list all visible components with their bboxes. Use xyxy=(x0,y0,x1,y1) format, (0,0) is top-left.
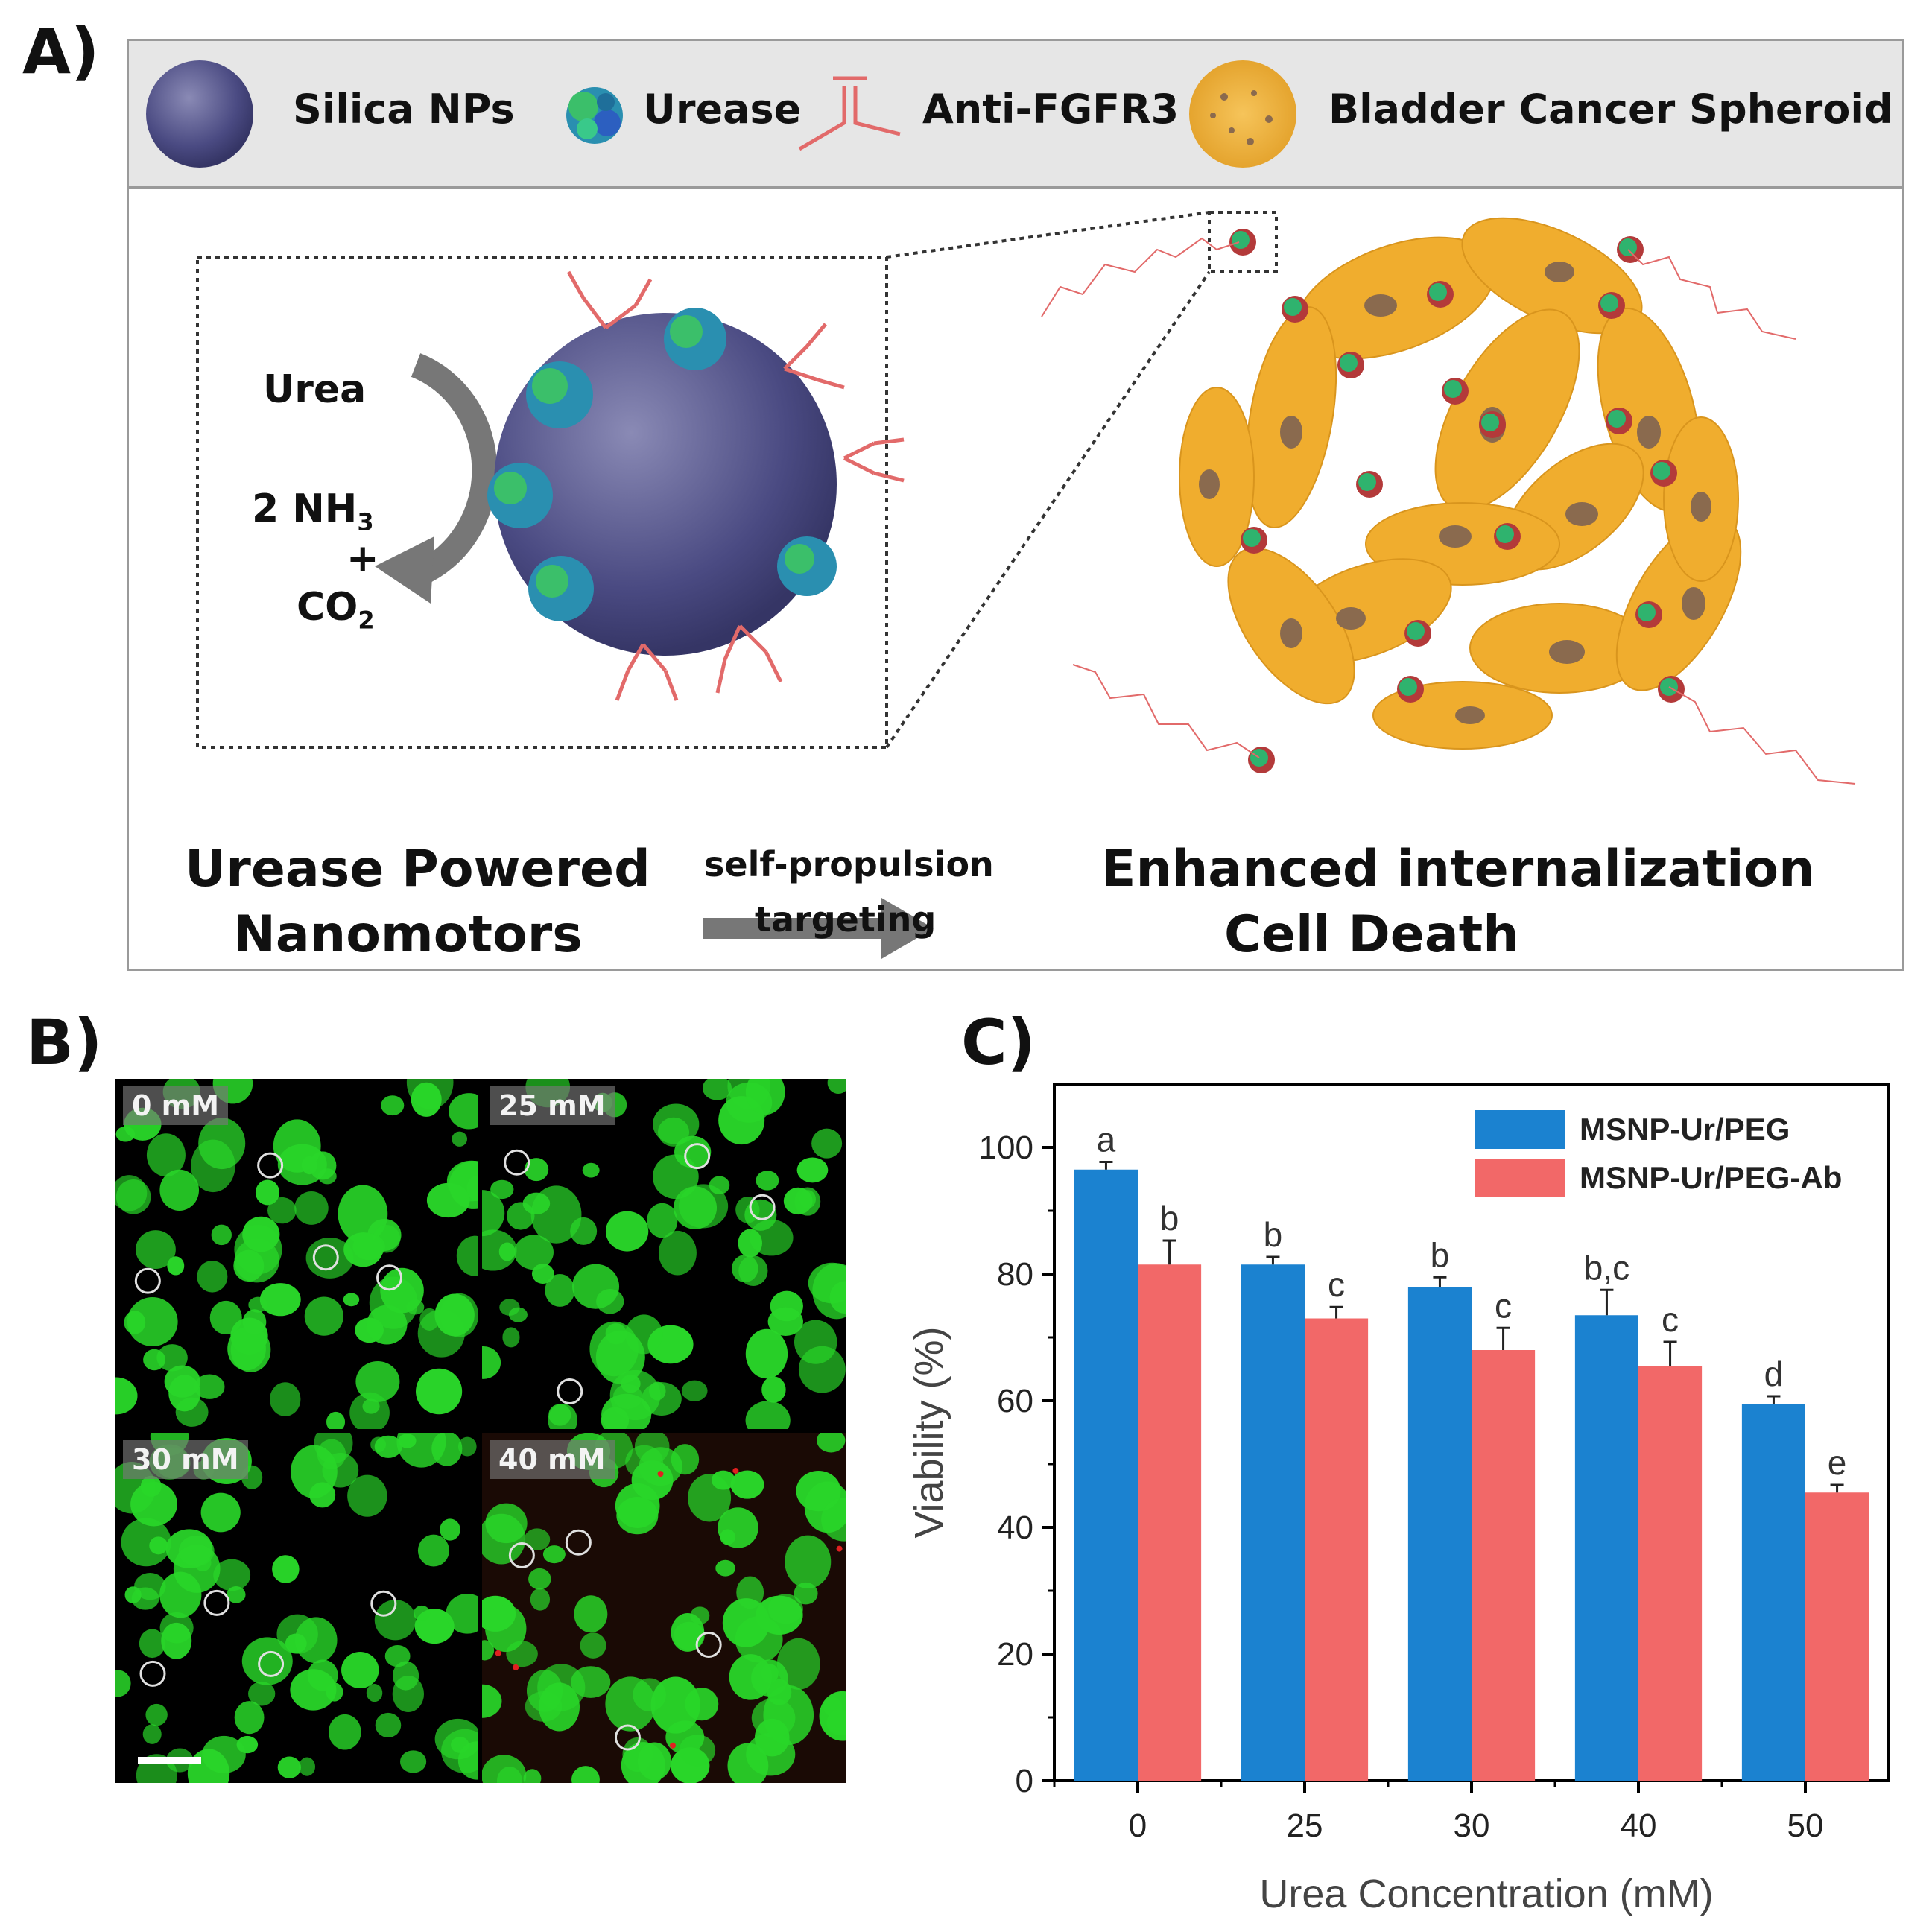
x-tick-label-0: 0 xyxy=(1129,1808,1147,1844)
bar-1-2 xyxy=(1472,1350,1536,1781)
urease-icon xyxy=(566,87,623,144)
zoom-source-box xyxy=(1208,211,1278,273)
x-tick-label-3: 40 xyxy=(1621,1808,1657,1844)
bottom-left-line1: Urease Powered xyxy=(185,840,650,899)
nanomotor-sphere xyxy=(487,270,905,701)
reaction-substrate: Urea xyxy=(263,367,367,412)
scale-bar xyxy=(138,1757,201,1764)
panel-c-label: C) xyxy=(961,1006,1036,1079)
arrow-label-bottom: targeting xyxy=(755,899,937,940)
tile-label-0mM: 0 mM xyxy=(123,1086,229,1125)
process-arrow-icon xyxy=(703,898,934,959)
bar-0-4 xyxy=(1741,1404,1805,1781)
spheroid-icon xyxy=(1189,60,1296,168)
legend-urease-label: Urease xyxy=(643,86,802,133)
schematic-illustration xyxy=(196,211,1856,959)
y-tick-label-5: 100 xyxy=(979,1130,1033,1166)
bottom-right-line2: Cell Death xyxy=(1224,905,1519,964)
legend-icons xyxy=(146,60,1296,168)
significance-letter-0-4: d xyxy=(1764,1355,1784,1393)
antibody-icon xyxy=(798,76,901,151)
bottom-left-line2: Nanomotors xyxy=(233,905,583,964)
legend-silica-label: Silica NPs xyxy=(293,86,515,133)
silica-np-icon xyxy=(146,60,253,168)
micrograph-40mM: 40 mM xyxy=(482,1433,846,1783)
significance-letter-1-1: c xyxy=(1328,1265,1345,1304)
tile-label-40mM: 40 mM xyxy=(490,1440,615,1479)
zoom-box xyxy=(196,256,888,749)
legend-label-0: MSNP-Ur/PEG xyxy=(1580,1112,1790,1147)
significance-letter-0-2: b xyxy=(1431,1235,1450,1274)
panel-b-label: B) xyxy=(26,1006,103,1079)
significance-letter-0-0: a xyxy=(1097,1121,1116,1159)
y-tick-label-0: 0 xyxy=(1016,1763,1033,1799)
reaction-arrow-icon xyxy=(375,353,498,604)
panel-b-micrographs: 0 mM 25 mM 30 mM 40 mM xyxy=(115,1079,846,1783)
micrograph-cells-30mM xyxy=(115,1433,478,1783)
micrograph-cells-25mM xyxy=(482,1079,846,1429)
tile-label-30mM: 30 mM xyxy=(123,1440,248,1479)
micrograph-25mM: 25 mM xyxy=(482,1079,846,1429)
x-tick-label-4: 50 xyxy=(1787,1808,1824,1844)
micrograph-cells-0mM xyxy=(115,1079,478,1429)
y-tick-label-4: 80 xyxy=(997,1256,1033,1293)
micrograph-cells-40mM xyxy=(482,1433,846,1783)
x-axis-label: Urea Concentration (mM) xyxy=(1259,1872,1713,1916)
motor-trajectories xyxy=(1041,237,1856,785)
arrow-label-top: self-propulsion xyxy=(704,844,994,884)
micrograph-0mM: 0 mM xyxy=(115,1079,478,1429)
y-axis-label: Viability (%) xyxy=(907,1326,951,1538)
significance-letter-1-4: e xyxy=(1828,1443,1847,1482)
legend-swatch-0 xyxy=(1475,1110,1565,1149)
bottom-right-line1: Enhanced internalization xyxy=(1101,840,1815,899)
bar-1-3 xyxy=(1638,1366,1703,1781)
bar-0-0 xyxy=(1074,1169,1138,1781)
micrograph-30mM: 30 mM xyxy=(115,1433,478,1783)
bar-1-4 xyxy=(1805,1492,1869,1781)
bar-0-3 xyxy=(1574,1315,1638,1781)
bladder-cancer-spheroid xyxy=(1041,217,1856,785)
panel-a-label: A) xyxy=(22,15,100,88)
legend-swatch-1 xyxy=(1475,1159,1565,1197)
bar-0-2 xyxy=(1407,1287,1472,1781)
legend-antibody-label: Anti-FGFR3 xyxy=(922,86,1179,133)
y-tick-label-3: 60 xyxy=(997,1383,1033,1419)
significance-letter-1-0: b xyxy=(1160,1199,1179,1238)
bar-1-0 xyxy=(1138,1264,1202,1781)
reaction-product-nh3: 2 NH3 xyxy=(252,487,374,536)
reaction-product-co2: CO2 xyxy=(297,585,375,635)
y-tick-label-2: 40 xyxy=(997,1510,1033,1546)
x-tick-label-2: 30 xyxy=(1454,1808,1490,1844)
bar-0-1 xyxy=(1241,1264,1305,1781)
bar-1-1 xyxy=(1305,1318,1369,1781)
significance-letter-0-3: b,c xyxy=(1584,1248,1629,1287)
legend-bar: Silica NPs Urease Anti-FGFR3 Bladder Can… xyxy=(129,41,1902,189)
significance-letter-0-1: b xyxy=(1264,1215,1283,1254)
panel-a-schematic: Silica NPs Urease Anti-FGFR3 Bladder Can… xyxy=(127,39,1904,971)
viability-bar-chart: 0 20 40 60 80 100 Viability (%) Urea Concentrat… xyxy=(907,1083,1890,1916)
legend-label-1: MSNP-Ur/PEG-Ab xyxy=(1580,1160,1842,1195)
legend-spheroid-label: Bladder Cancer Spheroid xyxy=(1328,86,1893,133)
tile-label-25mM: 25 mM xyxy=(490,1086,615,1125)
significance-letter-1-2: c xyxy=(1495,1286,1512,1325)
x-tick-label-1: 25 xyxy=(1287,1808,1323,1844)
significance-letter-1-3: c xyxy=(1662,1300,1679,1339)
reaction-plus: + xyxy=(346,536,379,581)
y-tick-label-1: 20 xyxy=(997,1636,1033,1673)
